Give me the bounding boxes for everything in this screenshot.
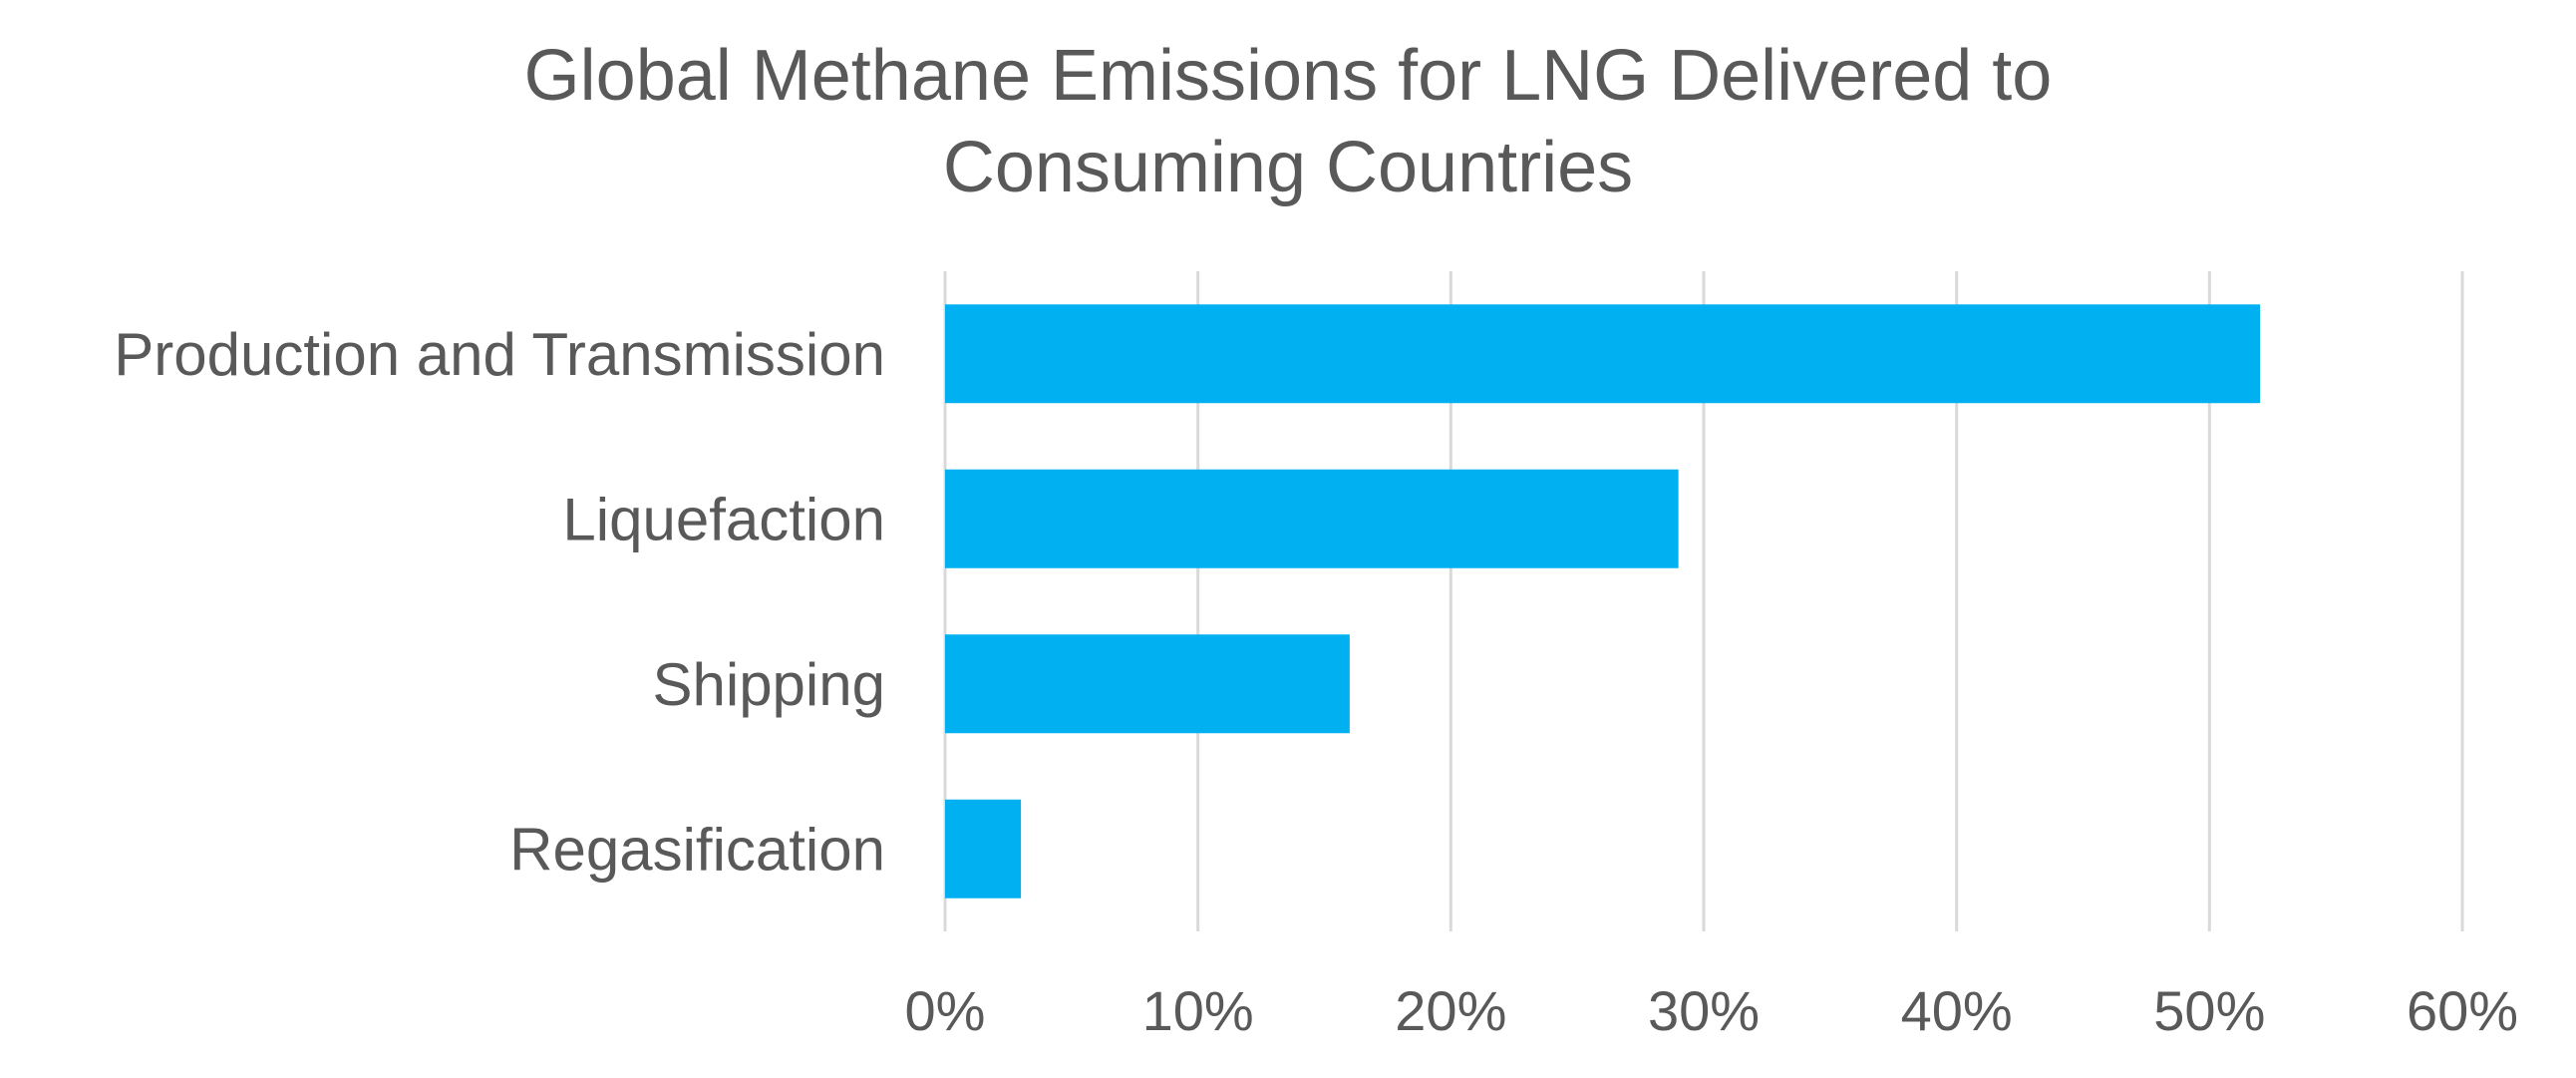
category-label: Liquefaction — [562, 486, 885, 552]
bar — [945, 799, 1022, 898]
x-tick-label: 50% — [2153, 979, 2265, 1042]
bars — [945, 304, 2261, 898]
category-label: Regasification — [509, 816, 885, 883]
chart-title-line-2: Consuming Countries — [942, 128, 1634, 207]
category-label: Production and Transmission — [114, 321, 885, 388]
bar — [945, 469, 1679, 568]
x-tick-labels: 0% 10% 20% 30% 40% 50% 60% — [905, 979, 2519, 1042]
chart-title-line-1: Global Methane Emissions for LNG Deliver… — [523, 36, 2053, 116]
x-tick-label: 0% — [905, 979, 986, 1042]
bar — [945, 304, 2261, 404]
bar — [945, 634, 1350, 734]
category-label: Shipping — [652, 651, 885, 718]
x-tick-label: 40% — [1901, 979, 2013, 1042]
category-labels: Production and Transmission Liquefaction S… — [114, 321, 885, 884]
x-tick-label: 10% — [1142, 979, 1254, 1042]
x-tick-label: 30% — [1648, 979, 1760, 1042]
x-tick-label: 20% — [1395, 979, 1506, 1042]
x-tick-label: 60% — [2407, 979, 2518, 1042]
chart-title: Global Methane Emissions for LNG Deliver… — [0, 30, 2576, 213]
